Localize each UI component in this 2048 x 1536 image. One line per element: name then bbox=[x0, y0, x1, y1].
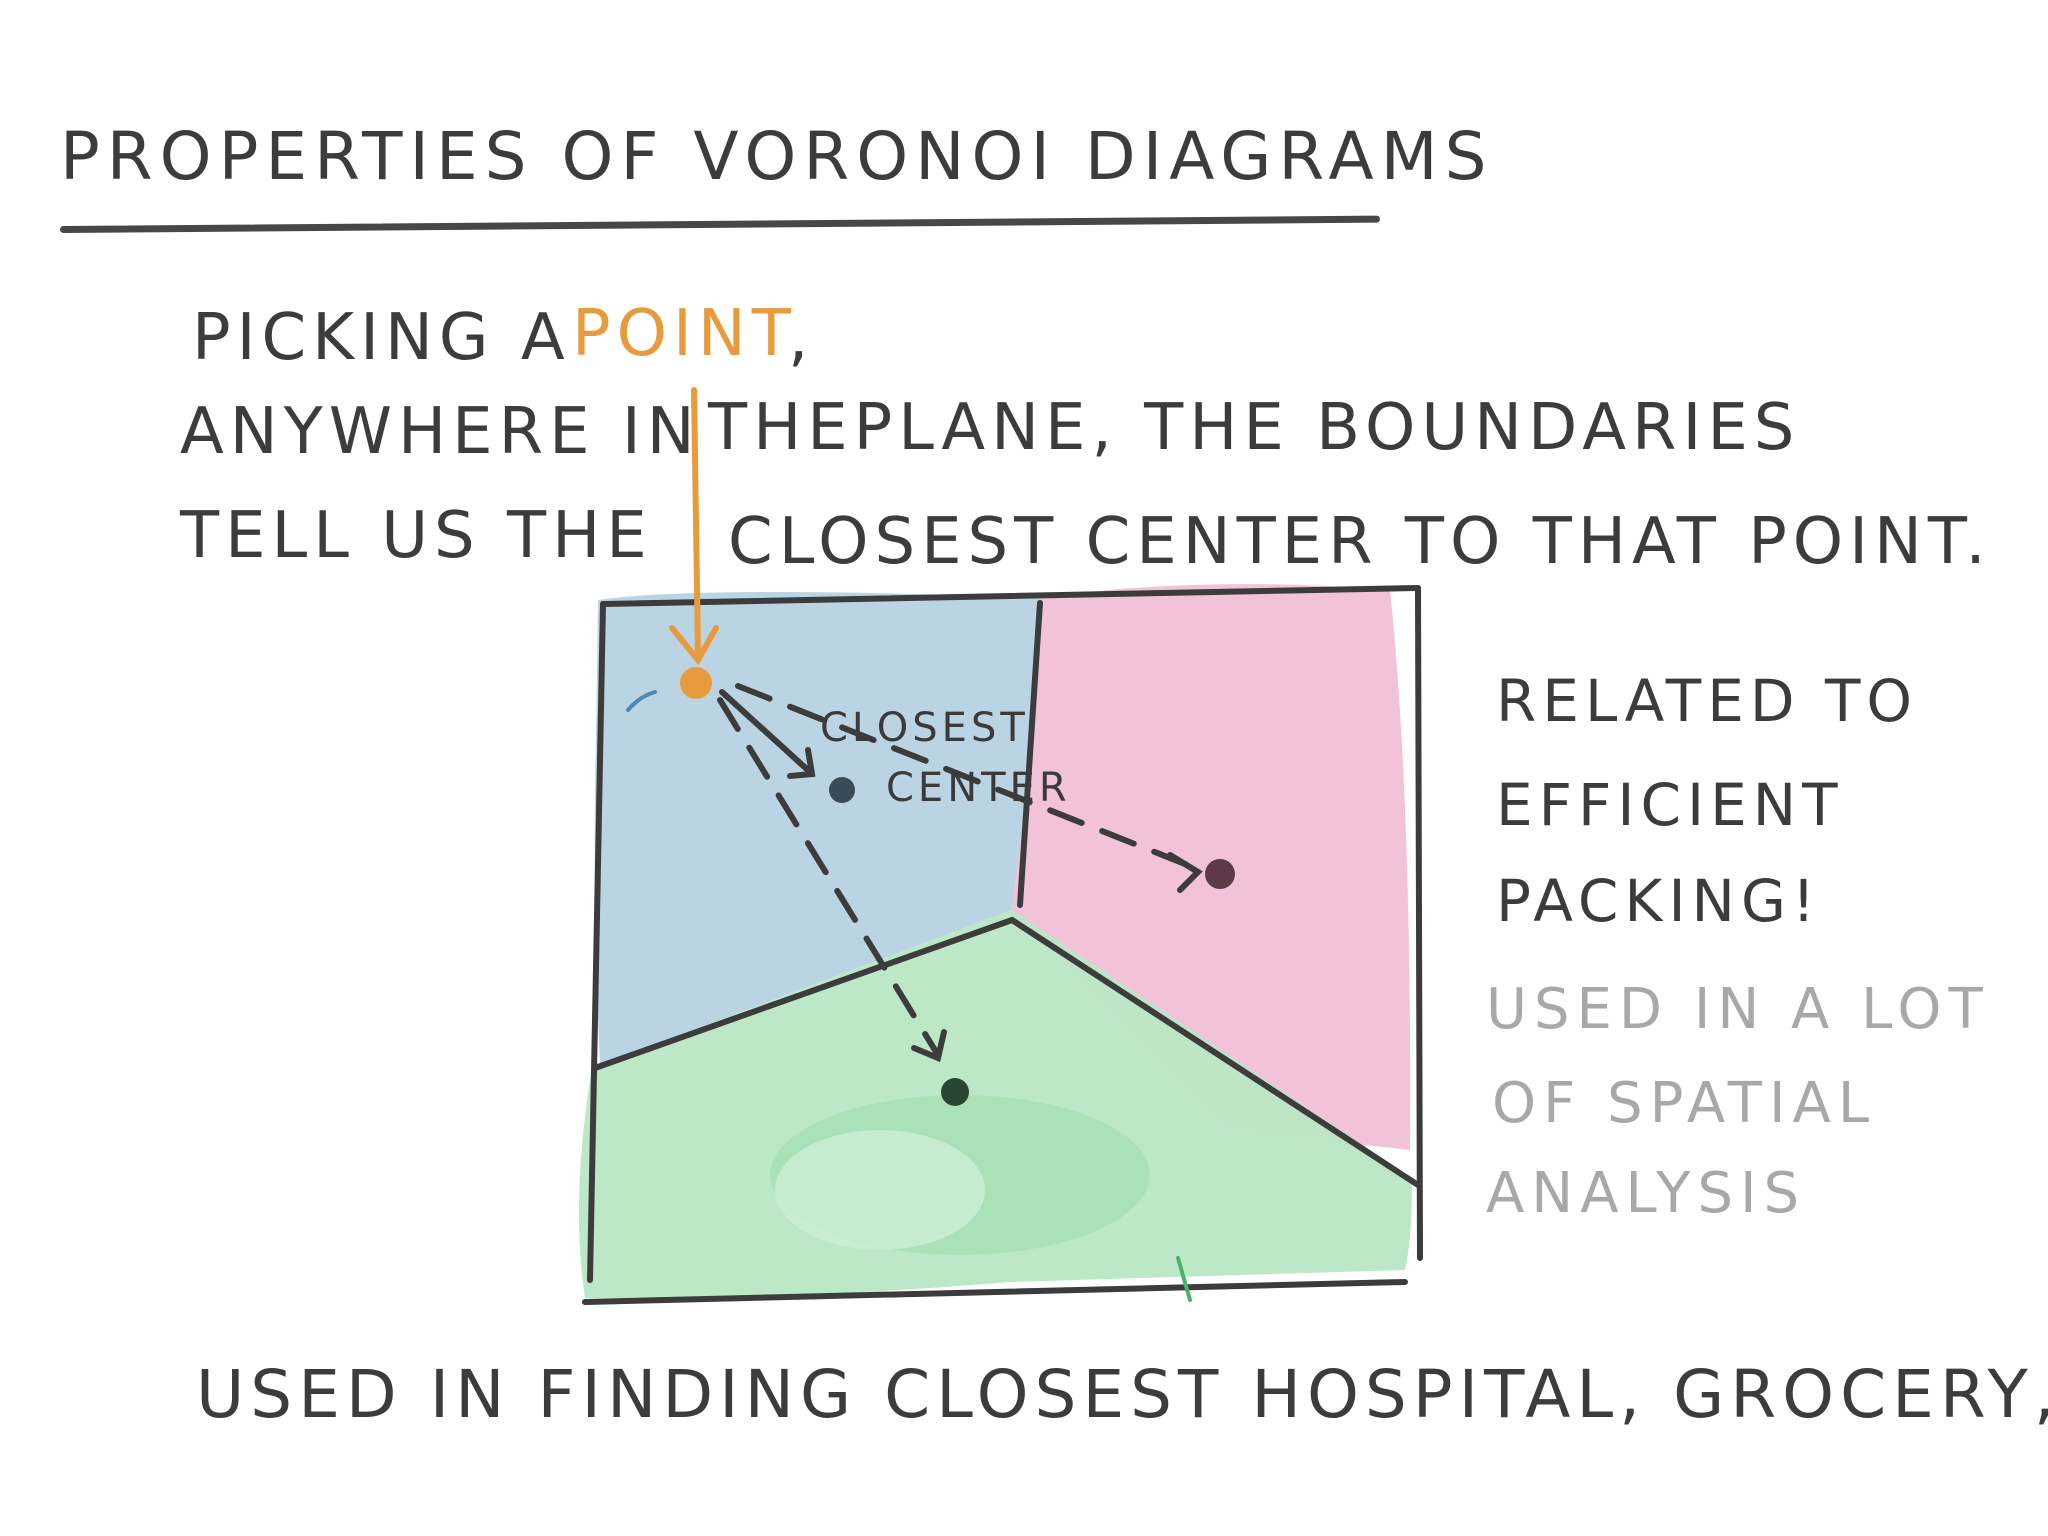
closest-center-label-2: CENTER bbox=[886, 765, 1071, 811]
distance-lines bbox=[717, 683, 1203, 1058]
region-blue bbox=[594, 591, 1040, 1065]
intro-line1-suffix: , bbox=[788, 301, 815, 375]
intro-point-highlight: POINT bbox=[572, 297, 797, 371]
closest-center-label-1: CLOSEST bbox=[820, 705, 1029, 751]
nearest-arrow-line bbox=[719, 689, 813, 775]
intro-line2-right: THEPLANE, THE BOUNDARIES bbox=[708, 391, 1801, 465]
intro-line3-left: TELL US THE bbox=[180, 499, 653, 573]
center-blue bbox=[829, 777, 855, 803]
spatial-line2: OF SPATIAL bbox=[1492, 1071, 1877, 1136]
intro-line3-right: CLOSEST CENTER TO THAT POINT. bbox=[728, 505, 1992, 579]
intro-line2-left: ANYWHERE IN bbox=[180, 395, 701, 469]
green-scribble-light bbox=[775, 1130, 985, 1250]
related-line2: EFFICIENT bbox=[1496, 771, 1844, 839]
query-arrow bbox=[669, 387, 719, 666]
spatial-line3: ANALYSIS bbox=[1486, 1161, 1807, 1226]
voronoi-boundaries bbox=[592, 600, 1421, 1188]
green-tail bbox=[1176, 1256, 1192, 1302]
page-title: PROPERTIES OF VORONOI DIAGRAMS bbox=[60, 118, 1494, 195]
blue-squiggle bbox=[626, 690, 657, 712]
center-pink bbox=[1205, 859, 1235, 889]
bottom-note: USED IN FINDING CLOSEST HOSPITAL, GROCER… bbox=[196, 1356, 2048, 1433]
related-line1: RELATED TO bbox=[1496, 667, 1919, 735]
intro-line1-prefix: PICKING A bbox=[192, 301, 571, 375]
spatial-line1: USED IN A LOT bbox=[1486, 977, 1990, 1042]
related-line3: PACKING! bbox=[1496, 867, 1822, 935]
diagram-frame bbox=[582, 585, 1423, 1305]
arrowheads bbox=[787, 747, 1203, 1063]
center-green bbox=[941, 1078, 969, 1106]
query-point bbox=[680, 667, 712, 699]
